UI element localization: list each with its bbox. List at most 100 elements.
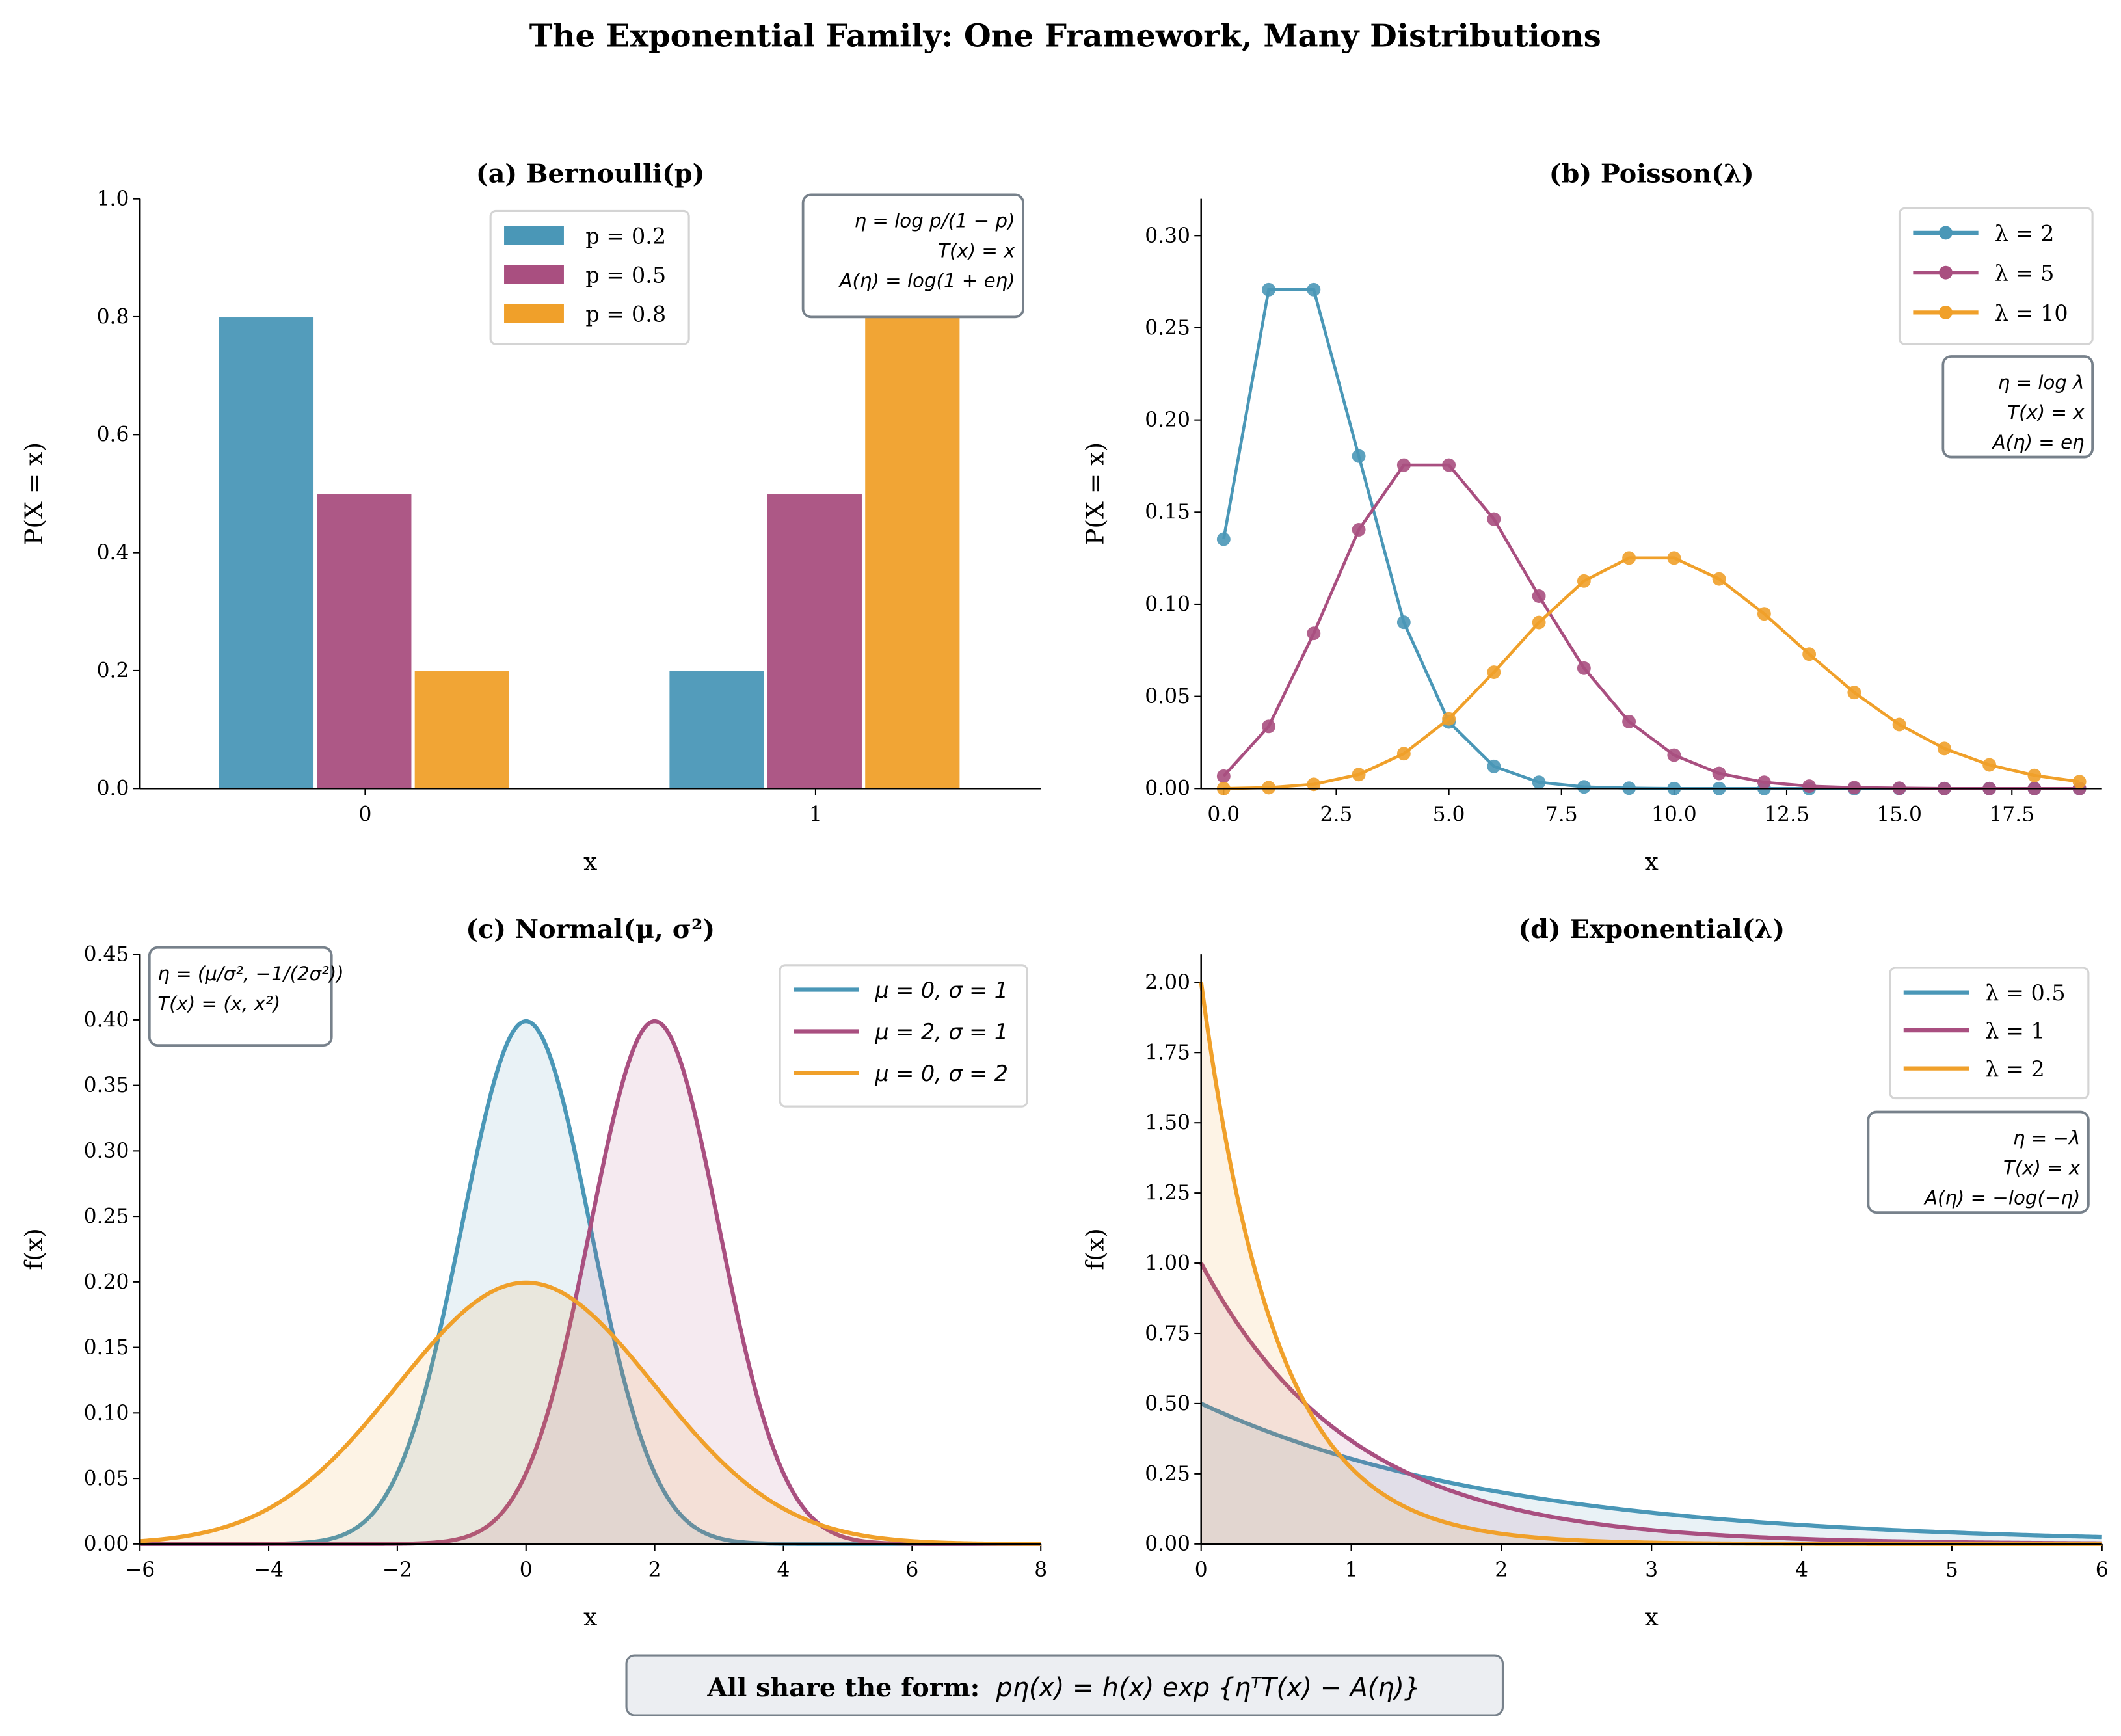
y-tick-label: 0.35 <box>84 1074 129 1097</box>
panel-a: (a) Bernoulli(p) x P(X = x) 0.0 0.2 0.4 0.6 0.8… <box>20 159 1041 876</box>
x-tick-label: 5.0 <box>1433 803 1465 826</box>
annotation-line: T(x) = x <box>2007 401 2085 423</box>
data-point <box>1352 768 1366 782</box>
data-point <box>1262 282 1276 297</box>
x-tick-label: −4 <box>254 1558 284 1582</box>
data-point <box>1442 458 1456 472</box>
series-fill <box>140 1282 1041 1544</box>
annotation-line: η = log p/(1 − p) <box>855 210 1015 232</box>
x-tick-label: 2.5 <box>1320 803 1353 826</box>
y-tick-label: 0.6 <box>97 423 129 447</box>
y-tick-label: 1.25 <box>1145 1182 1190 1205</box>
legend-label: λ = 2 <box>1985 1056 2045 1082</box>
data-point <box>1577 574 1591 588</box>
data-point <box>1802 647 1817 661</box>
x-tick-label: 0.0 <box>1207 803 1240 826</box>
data-point <box>1396 747 1411 761</box>
data-point <box>1262 719 1276 734</box>
x-tick-label: 12.5 <box>1764 803 1809 826</box>
legend-swatch <box>504 304 564 323</box>
panel-d: (d) Exponential(λ) x f(x) 0.00 0.25 0.50 0.75 1… <box>1080 915 2108 1631</box>
y-tick-label: 0.20 <box>1145 408 1190 432</box>
panel-title: (a) Bernoulli(p) <box>476 159 705 189</box>
annotation-line: T(x) = (x, x²) <box>157 993 280 1015</box>
bar <box>766 492 864 790</box>
figure-title: The Exponential Family: One Framework, M… <box>529 18 1601 55</box>
x-axis-label: x <box>583 1603 597 1631</box>
data-point <box>1937 741 1951 756</box>
series-curve <box>1200 1402 2102 1540</box>
annotation-line: T(x) = x <box>2003 1157 2081 1179</box>
y-tick-label: 0.50 <box>1145 1392 1190 1415</box>
data-point <box>1712 766 1726 781</box>
legend-label: λ = 0.5 <box>1985 980 2066 1006</box>
annotation-frame <box>148 946 333 1047</box>
y-tick-label: 0.25 <box>1145 316 1190 340</box>
x-tick-label: 4 <box>1795 1558 1808 1582</box>
legend-marker <box>1939 265 1953 280</box>
data-point <box>1216 769 1231 783</box>
x-tick-label: 6 <box>905 1558 918 1582</box>
series-fill <box>140 1021 1041 1544</box>
data-point <box>1982 758 1997 772</box>
legend-swatch <box>504 265 564 284</box>
y-tick-label: 1.75 <box>1145 1041 1190 1065</box>
data-point <box>1847 686 1861 700</box>
x-tick-label: 2 <box>1495 1558 1508 1582</box>
annotation-frame <box>1867 1110 2090 1214</box>
panel-b: (b) Poisson(λ) x P(X = x) 0.00 0.05 0.10 0.15 0… <box>1080 159 2102 876</box>
y-axis-label: P(X = x) <box>20 442 48 545</box>
y-axis-label: P(X = x) <box>1080 442 1109 545</box>
y-tick-label: 0.05 <box>1145 685 1190 708</box>
data-point <box>1307 777 1321 792</box>
x-tick-label: 6 <box>2096 1558 2109 1582</box>
y-tick-label: 1.50 <box>1145 1112 1190 1135</box>
data-point <box>1307 626 1321 641</box>
data-point <box>1216 532 1231 546</box>
x-tick-label: 15.0 <box>1876 803 1922 826</box>
legend-label: p = 0.8 <box>585 301 666 327</box>
y-tick-label: 1.00 <box>1145 1252 1190 1275</box>
svg-text:All share the form: pη(x: All share the form: pη(x) = h(x) exp {ηᵀ… <box>706 1673 1421 1703</box>
y-tick-label: 1.0 <box>97 187 129 211</box>
data-point <box>1352 449 1366 463</box>
x-tick-label: 2 <box>648 1558 661 1582</box>
y-tick-label: 0.00 <box>1145 777 1190 801</box>
y-tick-label: 0.15 <box>1145 501 1190 524</box>
series-line <box>1223 556 2080 790</box>
x-tick-label: 3 <box>1645 1558 1658 1582</box>
annotation-box: η = (μ/σ², −1/(2σ²)) T(x) = (x, x²) <box>148 946 344 1047</box>
annotation-line: A(η) = log(1 + eη) <box>838 269 1015 291</box>
y-tick-label: 0.30 <box>84 1140 129 1163</box>
y-tick-label: 0.30 <box>1145 224 1190 248</box>
data-point <box>1712 572 1726 586</box>
data-point <box>1487 759 1501 773</box>
y-tick-label: 0.45 <box>84 943 129 967</box>
legend-label: p = 0.5 <box>585 262 666 287</box>
annotation-line: A(η) = eη <box>1992 431 2085 453</box>
legend-label: λ = 10 <box>1995 300 2068 326</box>
y-tick-label: 0.00 <box>84 1532 129 1556</box>
panel-title: (c) Normal(μ, σ²) <box>466 915 715 944</box>
annotation-line: T(x) = x <box>938 239 1015 261</box>
data-point <box>1847 781 1861 795</box>
series-fill <box>140 1021 1041 1544</box>
data-point <box>1667 551 1681 565</box>
x-tick-label: 8 <box>1034 1558 1047 1582</box>
legend-label: μ = 2, σ = 1 <box>874 1019 1008 1045</box>
data-point <box>1667 748 1681 762</box>
x-tick-label: 5 <box>1945 1558 1958 1582</box>
x-tick-label: 0 <box>520 1558 533 1582</box>
footer-formula: pη(x) = h(x) exp {ηᵀT(x) − A(η)} <box>996 1673 1421 1703</box>
legend-label: λ = 2 <box>1995 220 2055 246</box>
y-tick-label: 0.8 <box>97 305 129 328</box>
x-tick-label: 7.5 <box>1545 803 1578 826</box>
data-point <box>1532 775 1546 790</box>
y-tick-label: 0.15 <box>84 1336 129 1359</box>
x-tick-label: 4 <box>777 1558 790 1582</box>
x-axis-label: x <box>583 848 597 876</box>
panel-title: (d) Exponential(λ) <box>1518 915 1785 944</box>
panels: (a) Bernoulli(p) x P(X = x) 0.0 0.2 0.4 0.6 0.8… <box>20 159 2109 1632</box>
annotation-box: η = −λ T(x) = x A(η) = −log(−η) <box>1867 1110 2090 1214</box>
legend-label: μ = 0, σ = 1 <box>874 978 1008 1003</box>
